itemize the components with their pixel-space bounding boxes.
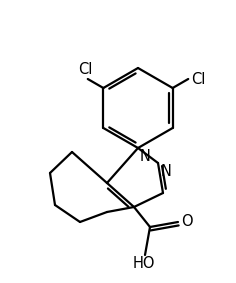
Text: Cl: Cl: [79, 62, 93, 77]
Text: HO: HO: [133, 256, 155, 271]
Text: N: N: [140, 149, 151, 164]
Text: Cl: Cl: [191, 72, 206, 87]
Text: O: O: [181, 213, 193, 228]
Text: N: N: [161, 164, 172, 179]
